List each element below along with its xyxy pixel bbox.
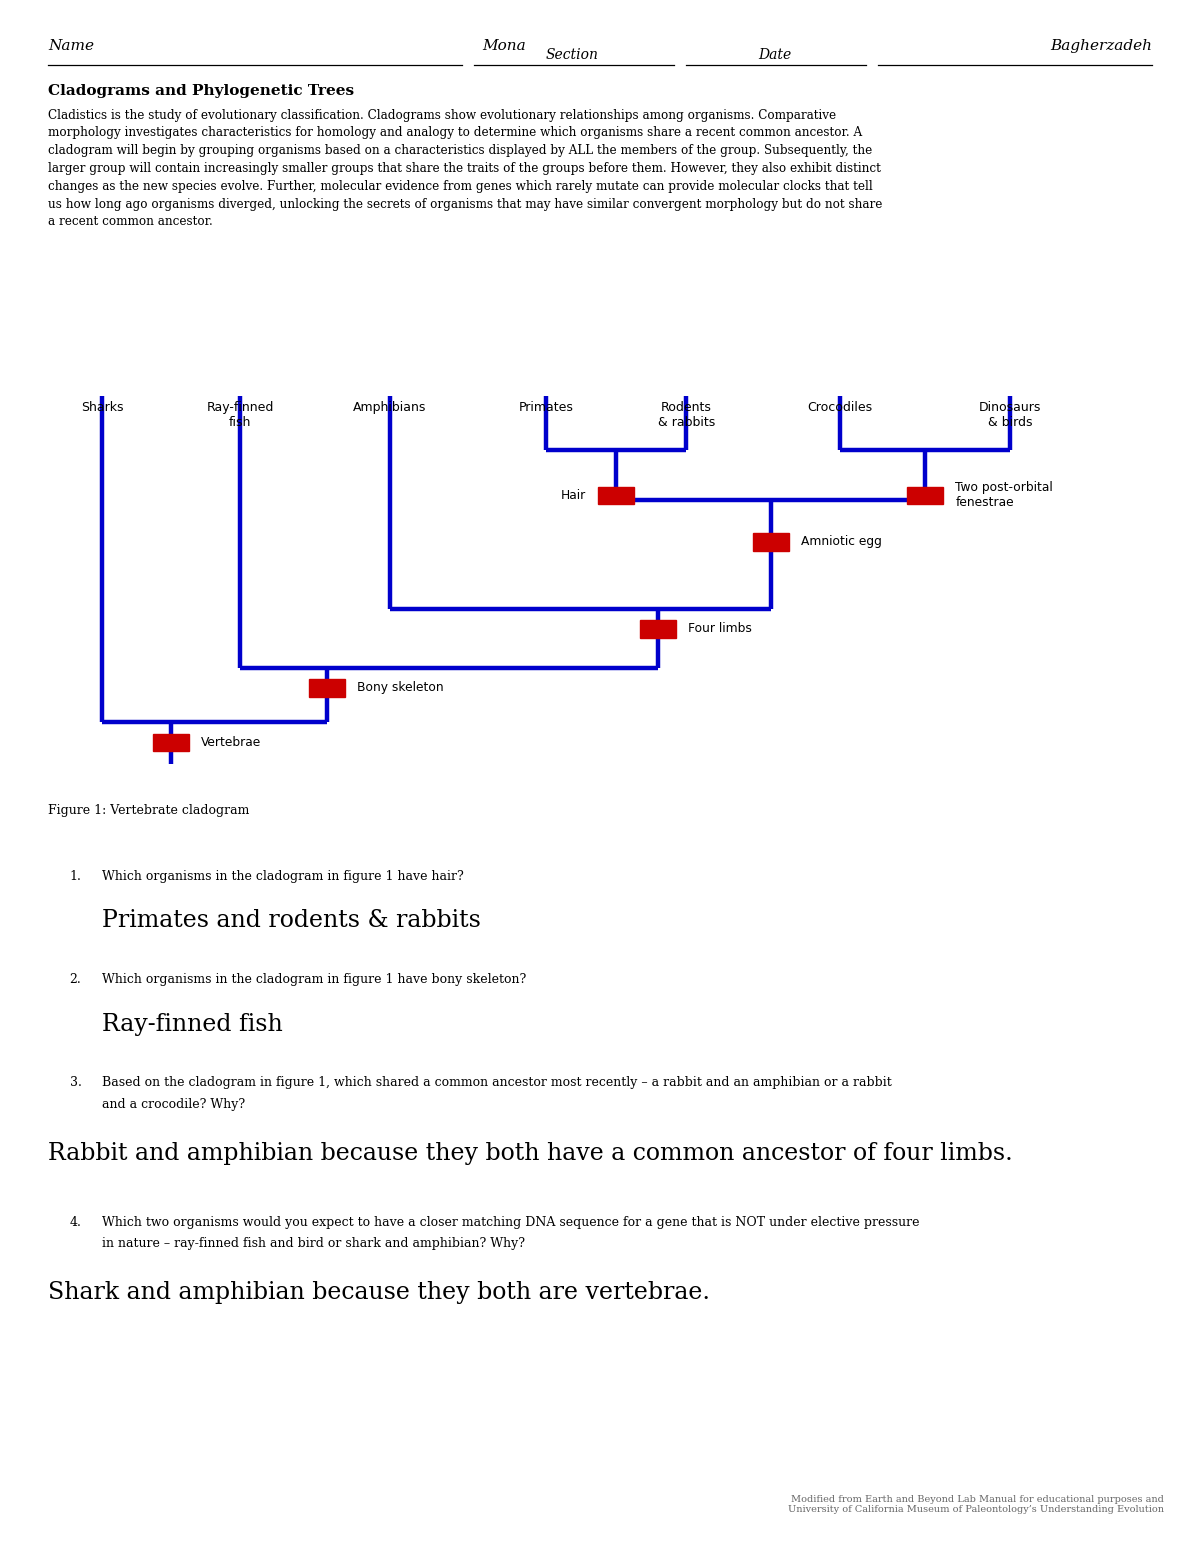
Text: Shark and amphibian because they both are vertebrae.: Shark and amphibian because they both ar… [48,1281,710,1305]
Text: Amphibians: Amphibians [353,401,427,413]
Text: cladogram will begin by grouping organisms based on a characteristics displayed : cladogram will begin by grouping organis… [48,144,872,157]
Text: Name: Name [48,39,94,53]
Text: 3.: 3. [70,1076,82,1089]
Text: Four limbs: Four limbs [688,623,751,635]
Bar [598,486,634,503]
Text: Sharks: Sharks [80,401,124,413]
Bar [640,620,676,637]
Text: morphology investigates characteristics for homology and analogy to determine wh: morphology investigates characteristics … [48,126,862,140]
Text: Mona: Mona [482,39,526,53]
Text: Section: Section [546,48,599,62]
Text: Cladistics is the study of evolutionary classification. Cladograms show evolutio: Cladistics is the study of evolutionary … [48,109,836,121]
Text: Which organisms in the cladogram in figure 1 have hair?: Which organisms in the cladogram in figu… [102,870,463,882]
Text: Which organisms in the cladogram in figure 1 have bony skeleton?: Which organisms in the cladogram in figu… [102,974,527,986]
Text: Primates and rodents & rabbits: Primates and rodents & rabbits [102,910,481,932]
Text: Cladograms and Phylogenetic Trees: Cladograms and Phylogenetic Trees [48,84,354,98]
Text: 1.: 1. [70,870,82,882]
Text: 2.: 2. [70,974,82,986]
Text: Which two organisms would you expect to have a closer matching DNA sequence for : Which two organisms would you expect to … [102,1216,919,1228]
Text: and a crocodile? Why?: and a crocodile? Why? [102,1098,245,1112]
Text: larger group will contain increasingly smaller groups that share the traits of t: larger group will contain increasingly s… [48,162,881,175]
Text: Primates: Primates [518,401,574,413]
Text: Bony skeleton: Bony skeleton [358,682,444,694]
Text: us how long ago organisms diverged, unlocking the secrets of organisms that may : us how long ago organisms diverged, unlo… [48,197,882,211]
Text: in nature – ray-finned fish and bird or shark and amphibian? Why?: in nature – ray-finned fish and bird or … [102,1238,526,1250]
Text: Rodents
& rabbits: Rodents & rabbits [658,401,715,429]
Text: Date: Date [758,48,792,62]
Text: Ray-finned
fish: Ray-finned fish [206,401,274,429]
Text: Crocodiles: Crocodiles [808,401,872,413]
Bar [310,680,346,696]
Text: a recent common ancestor.: a recent common ancestor. [48,216,212,228]
Text: Rabbit and amphibian because they both have a common ancestor of four limbs.: Rabbit and amphibian because they both h… [48,1141,1013,1165]
Text: 4.: 4. [70,1216,82,1228]
Text: Ray-finned fish: Ray-finned fish [102,1013,283,1036]
Text: Dinosaurs
& birds: Dinosaurs & birds [979,401,1042,429]
Bar [752,533,788,550]
Bar [907,486,943,503]
Text: changes as the new species evolve. Further, molecular evidence from genes which : changes as the new species evolve. Furth… [48,180,872,193]
Bar [154,733,190,750]
Text: Hair: Hair [560,489,586,502]
Text: Bagherzadeh: Bagherzadeh [1050,39,1152,53]
Text: Figure 1: Vertebrate cladogram: Figure 1: Vertebrate cladogram [48,804,250,817]
Text: Based on the cladogram in figure 1, which shared a common ancestor most recently: Based on the cladogram in figure 1, whic… [102,1076,892,1089]
Text: Modified from Earth and Beyond Lab Manual for educational purposes and
Universit: Modified from Earth and Beyond Lab Manua… [788,1496,1164,1514]
Text: Two post-orbital
fenestrae: Two post-orbital fenestrae [955,481,1052,509]
Text: Vertebrae: Vertebrae [202,736,262,749]
Text: Amniotic egg: Amniotic egg [800,536,882,548]
